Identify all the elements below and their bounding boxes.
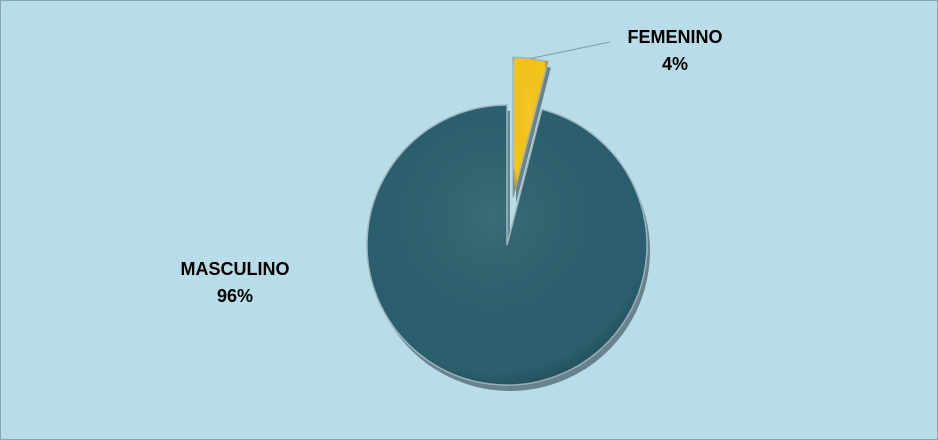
slice-value-label: 4% [662,54,688,74]
slice-label: FEMENINO [627,27,722,47]
pie-shade [367,105,648,385]
slice-label: MASCULINO [181,259,290,279]
slice-value-label: 96% [217,286,253,306]
leader-line [530,41,611,59]
pie-shade [513,57,548,198]
